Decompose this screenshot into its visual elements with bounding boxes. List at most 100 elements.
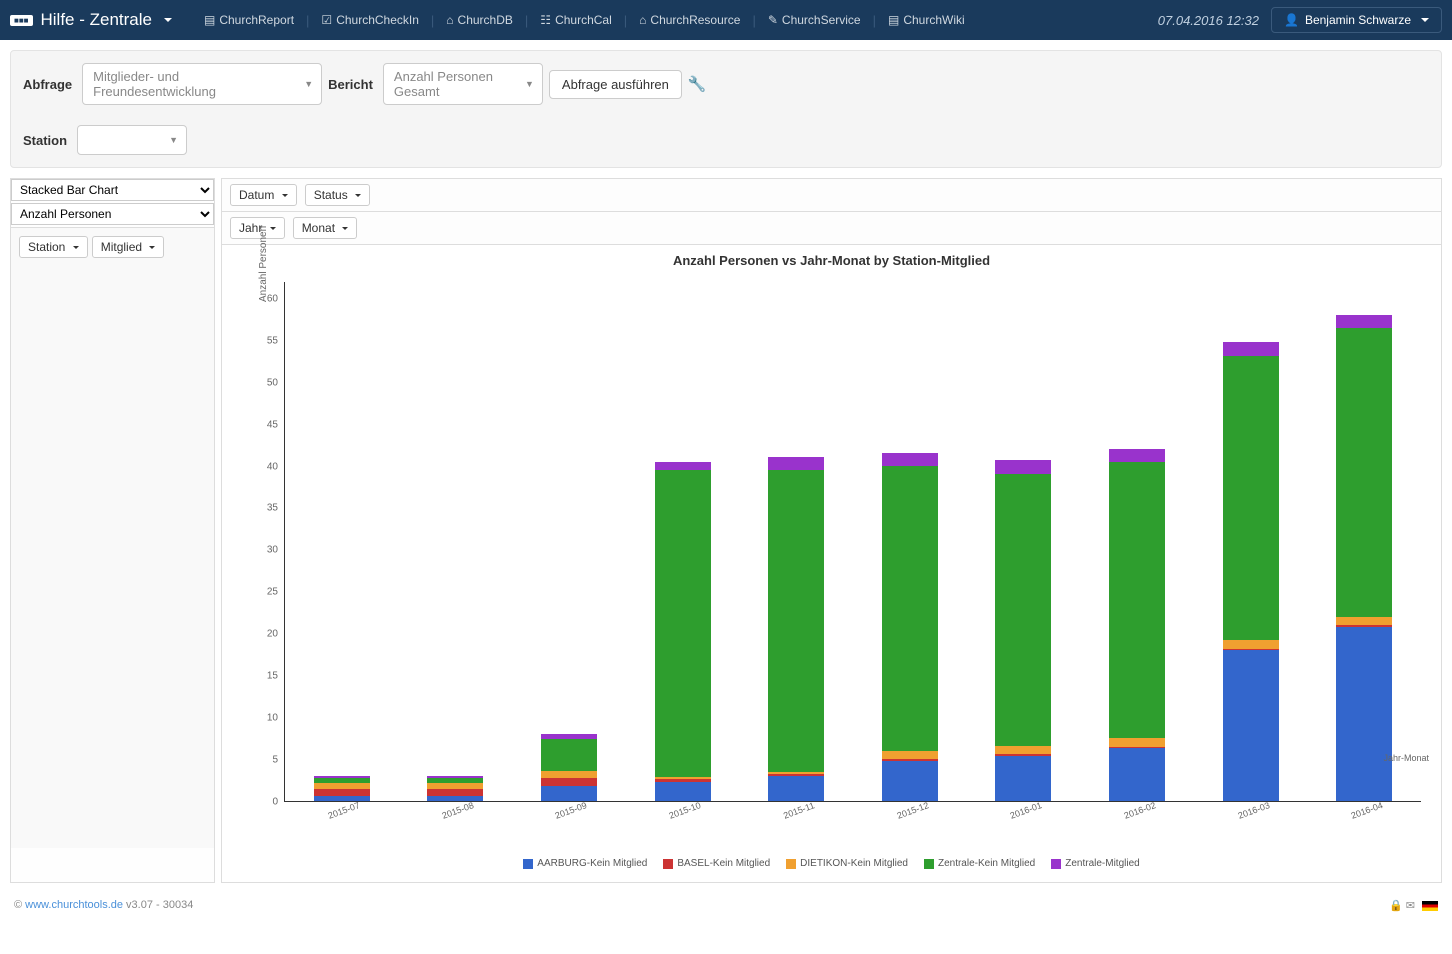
bar-segment[interactable] <box>1223 356 1279 641</box>
bar-segment[interactable] <box>1109 748 1165 801</box>
stacked-bar[interactable] <box>541 734 597 801</box>
bar-segment[interactable] <box>882 453 938 466</box>
plot-area: Jahr-Monat <box>284 282 1421 802</box>
nav-link-churchwiki[interactable]: ▤ChurchWiki <box>876 13 977 27</box>
chevron-down-icon <box>164 18 172 22</box>
bar-segment[interactable] <box>768 470 824 771</box>
bar-segment[interactable] <box>1336 328 1392 617</box>
legend-label: Zentrale-Mitglied <box>1065 858 1139 869</box>
legend-label: AARBURG-Kein Mitglied <box>537 858 647 869</box>
legend-item[interactable]: AARBURG-Kein Mitglied <box>523 858 647 869</box>
bar-segment[interactable] <box>768 457 824 470</box>
bar-segment[interactable] <box>995 460 1051 473</box>
bar-segment[interactable] <box>1109 462 1165 738</box>
nav-link-churchcheckin[interactable]: ☑ChurchCheckIn <box>309 13 430 27</box>
x-axis-ticks: 2015-072015-082015-092015-102015-112015-… <box>284 802 1421 842</box>
stacked-bar[interactable] <box>768 457 824 801</box>
top-navbar: ■■■ Hilfe - Zentrale ▤ChurchReport|☑Chur… <box>0 0 1452 40</box>
nav-link-churchdb[interactable]: ⌂ChurchDB <box>434 13 525 27</box>
bar-segment[interactable] <box>1109 738 1165 746</box>
chevron-down-icon: ▼ <box>304 79 313 89</box>
y-tick: 35 <box>267 503 278 514</box>
bericht-select[interactable]: Anzahl Personen Gesamt ▼ <box>383 63 543 105</box>
chevron-down-icon: ▼ <box>525 79 534 89</box>
report-area: Stacked Bar Chart Anzahl Personen Statio… <box>10 178 1442 883</box>
bar-segment[interactable] <box>1336 627 1392 801</box>
wrench-icon[interactable]: 🔧 <box>688 75 707 93</box>
legend-swatch <box>1051 859 1061 869</box>
nav-icon: ☷ <box>540 13 551 27</box>
bar-segment[interactable] <box>314 783 370 790</box>
chevron-down-icon <box>73 246 79 249</box>
bar-segment[interactable] <box>1223 640 1279 648</box>
column-pill[interactable]: Status <box>305 184 370 206</box>
user-icon: 👤 <box>1284 13 1299 27</box>
chevron-down-icon <box>270 227 276 230</box>
bar-segment[interactable] <box>1336 315 1392 328</box>
measure-select[interactable]: Anzahl Personen <box>11 203 214 225</box>
nav-link-churchreport[interactable]: ▤ChurchReport <box>192 13 306 27</box>
bar-slot <box>739 282 853 801</box>
bar-slot <box>399 282 513 801</box>
bar-segment[interactable] <box>995 474 1051 746</box>
bar-slot <box>626 282 740 801</box>
station-select[interactable]: ▼ <box>77 125 187 155</box>
stacked-bar[interactable] <box>1336 315 1392 801</box>
nav-link-churchservice[interactable]: ✎ChurchService <box>756 13 873 27</box>
stacked-bar[interactable] <box>1109 449 1165 801</box>
nav-icon: ⌂ <box>639 13 646 27</box>
column-pill[interactable]: Datum <box>230 184 297 206</box>
stacked-bar[interactable] <box>882 453 938 801</box>
bar-segment[interactable] <box>1109 449 1165 462</box>
left-config-panel: Stacked Bar Chart Anzahl Personen Statio… <box>10 178 215 883</box>
bar-segment[interactable] <box>541 778 597 786</box>
bar-segment[interactable] <box>655 470 711 776</box>
y-tick: 55 <box>267 335 278 346</box>
abfrage-label: Abfrage <box>23 77 72 92</box>
column-pill[interactable]: Monat <box>293 217 358 239</box>
legend-item[interactable]: DIETIKON-Kein Mitglied <box>786 858 908 869</box>
stacked-bar[interactable] <box>995 460 1051 801</box>
nav-link-label: ChurchReport <box>219 13 294 27</box>
legend-item[interactable]: BASEL-Kein Mitglied <box>663 858 770 869</box>
chart-type-select[interactable]: Stacked Bar Chart <box>11 179 214 201</box>
legend-item[interactable]: Zentrale-Mitglied <box>1051 858 1139 869</box>
bericht-label: Bericht <box>328 77 373 92</box>
nav-link-label: ChurchResource <box>650 13 740 27</box>
run-query-button[interactable]: Abfrage ausführen <box>549 70 682 99</box>
nav-link-label: ChurchWiki <box>903 13 964 27</box>
bar-segment[interactable] <box>882 466 938 751</box>
mail-icon[interactable]: ✉ <box>1406 900 1415 912</box>
y-tick: 10 <box>267 713 278 724</box>
footer-link[interactable]: www.churchtools.de <box>25 899 123 911</box>
bar-segment[interactable] <box>655 462 711 470</box>
chart-title: Anzahl Personen vs Jahr-Monat by Station… <box>222 245 1441 272</box>
nav-link-churchcal[interactable]: ☷ChurchCal <box>528 13 623 27</box>
legend-label: BASEL-Kein Mitglied <box>677 858 770 869</box>
bar-segment[interactable] <box>427 783 483 790</box>
bar-segment[interactable] <box>541 771 597 778</box>
stacked-bar[interactable] <box>1223 342 1279 801</box>
chevron-down-icon <box>149 246 155 249</box>
brand-dropdown[interactable]: ■■■ Hilfe - Zentrale <box>10 10 192 30</box>
abfrage-select[interactable]: Mitglieder- und Freundesentwicklung ▼ <box>82 63 322 105</box>
dimension-pill[interactable]: Station <box>19 236 88 258</box>
user-menu-button[interactable]: 👤 Benjamin Schwarze <box>1271 7 1442 33</box>
bar-segment[interactable] <box>1223 650 1279 801</box>
filter-panel: Abfrage Mitglieder- und Freundesentwickl… <box>10 50 1442 168</box>
bar-segment[interactable] <box>995 746 1051 754</box>
legend-item[interactable]: Zentrale-Kein Mitglied <box>924 858 1035 869</box>
nav-icon: ⌂ <box>446 13 453 27</box>
bar-segment[interactable] <box>1223 342 1279 355</box>
stacked-bar[interactable] <box>655 462 711 801</box>
y-tick: 30 <box>267 545 278 556</box>
bar-segment[interactable] <box>541 739 597 771</box>
nav-link-churchresource[interactable]: ⌂ ChurchResource <box>627 13 752 27</box>
lock-icon[interactable]: 🔒 <box>1389 900 1403 912</box>
chevron-down-icon: ▼ <box>169 135 178 145</box>
legend-swatch <box>786 859 796 869</box>
bar-segment[interactable] <box>882 751 938 759</box>
flag-de-icon[interactable] <box>1422 901 1438 911</box>
dimension-pill[interactable]: Mitglied <box>92 236 165 258</box>
bar-segment[interactable] <box>1336 617 1392 625</box>
